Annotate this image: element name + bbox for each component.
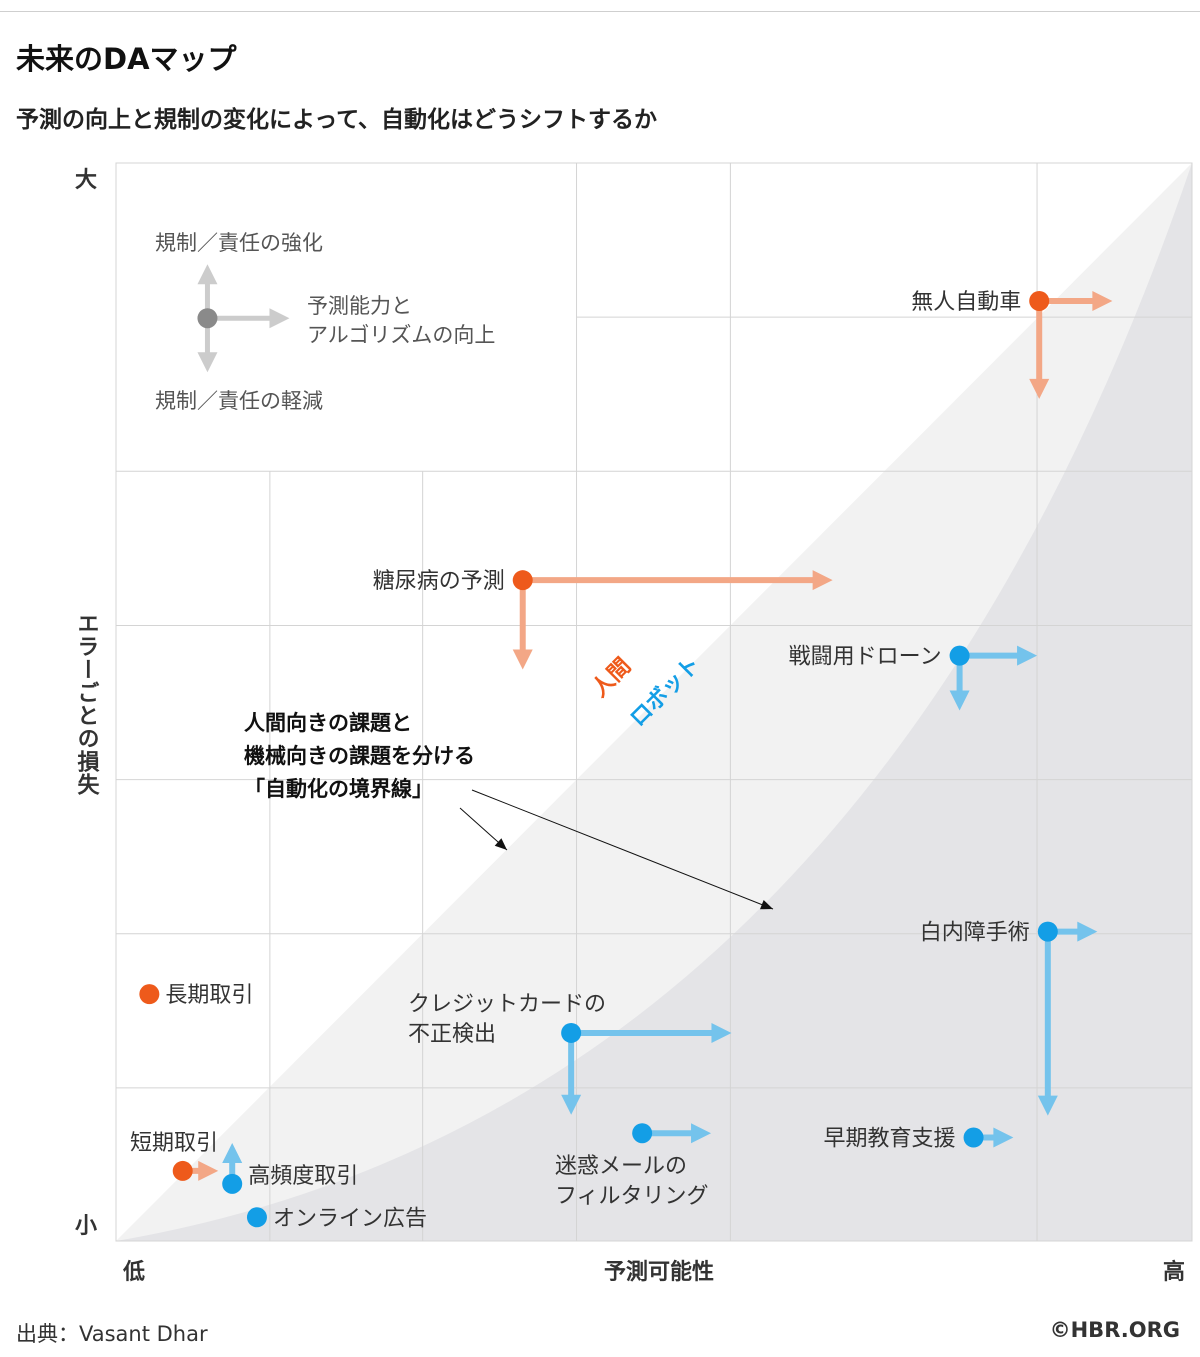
robot-point-3-dot — [561, 1022, 582, 1043]
robot-point-7: オンライン広告 — [246, 1206, 427, 1231]
robot-point-4-right-arrow-head — [691, 1123, 712, 1144]
human-point-1-right-arrow-head — [1092, 290, 1113, 311]
robot-point-6: 高頻度取引 — [222, 1142, 358, 1194]
human-point-1-down-arrow-head — [1029, 378, 1050, 399]
human-point-1: 無人自動車 — [911, 290, 1113, 399]
human-point-2-down-arrow-head — [512, 649, 533, 670]
robot-point-1-dot — [949, 645, 970, 666]
annotation-line-1: 人間向きの課題と — [244, 711, 412, 735]
chart-subtitle: 予測の向上と規制の変化によって、自動化はどうシフトするか — [16, 107, 658, 133]
human-point-2-right-arrow-head — [812, 570, 833, 591]
chart-title: 未来のDAマップ — [16, 42, 237, 76]
human-point-3-label-1: 長期取引 — [165, 983, 253, 1008]
human-point-2-dot — [512, 570, 533, 591]
human-point-4-label-1: 短期取引 — [130, 1131, 218, 1156]
robot-point-4-dot — [632, 1123, 653, 1144]
robot-point-2-right-arrow-head — [1077, 921, 1098, 942]
region-robot — [116, 163, 1192, 1241]
robot-point-7-dot — [246, 1207, 267, 1228]
x-axis-title: 予測可能性 — [604, 1259, 714, 1285]
robot-point-6-up-arrow-head — [222, 1142, 243, 1163]
y-axis-low-label: 小 — [75, 1214, 97, 1239]
source-note: 出典：Vasant Dhar — [16, 1322, 208, 1346]
robot-point-3-down-arrow-head — [561, 1094, 582, 1115]
robot-point-2-down-arrow-head — [1037, 1095, 1058, 1116]
annotation-arrow-right-line — [471, 789, 774, 910]
legend-right-head — [269, 308, 290, 329]
robot-point-3-right-arrow-head — [711, 1022, 732, 1043]
robot-point-6-label-1: 高頻度取引 — [248, 1164, 358, 1189]
x-axis-low-label: 低 — [122, 1260, 145, 1285]
robot-point-2-dot — [1037, 921, 1058, 942]
legend-right-label-2: アルゴリズムの向上 — [307, 323, 495, 347]
robot-point-5-label-1: 早期教育支援 — [824, 1127, 956, 1152]
annotation-line-2: 機械向きの課題を分ける — [244, 744, 475, 768]
plot-frame — [115, 162, 1193, 1242]
robot-point-6-dot — [222, 1173, 243, 1194]
robot-point-4-label-2: フィルタリング — [555, 1184, 709, 1209]
robot-point-1: 戦闘用ドローン — [789, 645, 1038, 711]
robot-point-1-down-arrow-head — [949, 690, 970, 711]
robot-point-5-right-arrow-head — [993, 1127, 1014, 1148]
human-point-2: 糖尿病の予測 — [373, 569, 833, 670]
da-map-chart: 大小低 高 予測可能性 エラーごとの損失 規制／責任の強化予測能力とアルゴリズムの向上… — [74, 162, 1193, 1285]
y-axis-title: エラーごとの損失 — [74, 612, 100, 796]
human-point-4-right-arrow-head — [198, 1160, 219, 1181]
human-point-3-dot — [139, 984, 160, 1005]
legend-down-head — [197, 352, 218, 373]
human-point-1-dot — [1029, 290, 1050, 311]
human-point-3: 長期取引 — [139, 983, 253, 1008]
annotation-line-3: 「自動化の境界線」 — [244, 777, 433, 801]
human-point-4: 短期取引 — [130, 1131, 219, 1181]
robot-point-7-label-1: オンライン広告 — [273, 1206, 427, 1231]
human-point-4-dot — [172, 1160, 193, 1181]
legend-up-label: 規制／責任の強化 — [155, 231, 323, 255]
robot-point-2-label-1: 白内障手術 — [920, 921, 1030, 946]
y-axis-high-label: 大 — [75, 168, 97, 193]
human-point-2-label-1: 糖尿病の予測 — [373, 569, 505, 594]
robot-point-2: 白内障手術 — [920, 921, 1098, 1116]
robot-point-1-right-arrow-head — [1017, 645, 1038, 666]
x-axis-high-label: 高 — [1163, 1259, 1185, 1285]
legend-up-head — [197, 264, 218, 285]
annotation-arrow-right-head — [760, 899, 773, 910]
annotation-arrow-left-head — [494, 838, 507, 850]
robot-point-4-label-1: 迷惑メールの — [555, 1154, 687, 1179]
human-point-1-label-1: 無人自動車 — [911, 290, 1021, 315]
robot-point-1-label-1: 戦闘用ドローン — [789, 645, 942, 670]
legend-dot — [197, 308, 218, 329]
robot-point-3-label-2: 不正検出 — [408, 1022, 496, 1047]
top-rule — [0, 11, 1200, 12]
legend-right-label-1: 予測能力と — [307, 294, 412, 318]
robot-point-3-label-1: クレジットカードの — [408, 992, 606, 1017]
robot-point-5-dot — [963, 1127, 984, 1148]
legend-down-label: 規制／責任の軽減 — [155, 389, 323, 413]
hbr-credit: ©HBR.ORG — [1049, 1318, 1180, 1342]
robot-point-5: 早期教育支援 — [824, 1127, 1014, 1152]
